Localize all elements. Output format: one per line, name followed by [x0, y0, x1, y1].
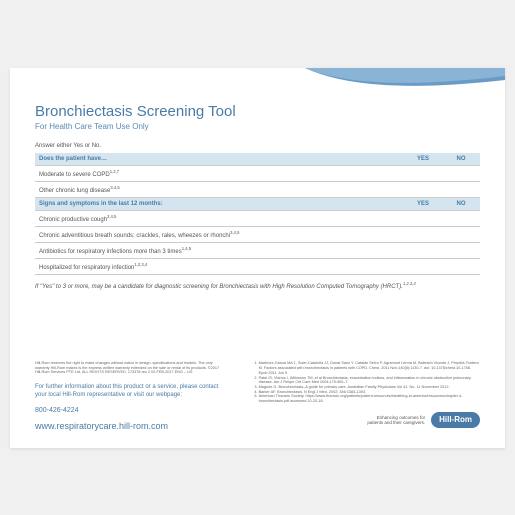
- phone-number: 800-426-4224: [35, 406, 222, 415]
- table-row: Hospitalized for respiratory infection1,…: [35, 258, 480, 274]
- yes-cell: [404, 258, 442, 274]
- yes-column-header: YES: [404, 197, 442, 210]
- page-subtitle: For Health Care Team Use Only: [35, 122, 480, 131]
- question-cell: Moderate to severe COPD1,2,7: [35, 165, 404, 181]
- no-cell: [442, 165, 480, 181]
- question-cell: Chronic productive cough3,4,5: [35, 210, 404, 226]
- yes-cell: [404, 165, 442, 181]
- no-cell: [442, 181, 480, 197]
- table-row: Other chronic lung disease3,4,5: [35, 181, 480, 197]
- no-cell: [442, 226, 480, 242]
- brand-row: Enhancing outcomes for patients and thei…: [249, 412, 480, 428]
- yes-cell: [404, 210, 442, 226]
- no-cell: [442, 242, 480, 258]
- brand-logo: Hill-Rom: [431, 412, 480, 428]
- footnote-sup: 1,2,3,4: [403, 281, 416, 286]
- legal-text: Hill-Rom reserves the right to make chan…: [35, 361, 222, 375]
- no-column-header: NO: [442, 153, 480, 166]
- question-cell: Hospitalized for respiratory infection1,…: [35, 258, 404, 274]
- website-url: www.respiratorycare.hill-rom.com: [35, 421, 222, 433]
- reference-item: Martínez-García MA 1, Soler-Cataluña JJ,…: [259, 361, 480, 375]
- yes-cell: [404, 226, 442, 242]
- footer: Hill-Rom reserves the right to make chan…: [35, 361, 480, 432]
- table-row: Chronic productive cough3,4,5: [35, 210, 480, 226]
- table-row: Antibiotics for respiratory infections m…: [35, 242, 480, 258]
- header-decoration: [305, 68, 505, 98]
- section-header-row: Does the patient have… YES NO: [35, 153, 480, 166]
- footer-right: Martínez-García MA 1, Soler-Cataluña JJ,…: [249, 361, 480, 432]
- references-list: Martínez-García MA 1, Soler-Cataluña JJ,…: [249, 361, 480, 404]
- footnote-text: If "Yes" to 3 or more, may be a candidat…: [35, 284, 403, 290]
- question-cell: Antibiotics for respiratory infections m…: [35, 242, 404, 258]
- table-row: Chronic adventitious breath sounds: crac…: [35, 226, 480, 242]
- no-cell: [442, 210, 480, 226]
- instruction-text: Answer either Yes or No.: [35, 143, 480, 149]
- reference-item: Patel IS, Vlahos I, Wilkinson TM, et al …: [259, 376, 480, 385]
- footnote: If "Yes" to 3 or more, may be a candidat…: [35, 281, 480, 290]
- section-header-label: Does the patient have…: [35, 153, 404, 166]
- page-title: Bronchiectasis Screening Tool: [35, 103, 480, 120]
- contact-text: For further information about this produ…: [35, 383, 222, 400]
- section-header-row: Signs and symptoms in the last 12 months…: [35, 197, 480, 210]
- reference-item: American Thoracic Society. https://www.t…: [259, 394, 480, 403]
- question-cell: Other chronic lung disease3,4,5: [35, 181, 404, 197]
- question-cell: Chronic adventitious breath sounds: crac…: [35, 226, 404, 242]
- yes-cell: [404, 181, 442, 197]
- yes-column-header: YES: [404, 153, 442, 166]
- yes-cell: [404, 242, 442, 258]
- main-content: Bronchiectasis Screening Tool For Health…: [10, 68, 505, 310]
- table-row: Moderate to severe COPD1,2,7: [35, 165, 480, 181]
- reference-item: Maguire G. Bronchiectasis–A guide for pr…: [259, 385, 480, 390]
- tagline: Enhancing outcomes for patients and thei…: [367, 415, 425, 426]
- no-cell: [442, 258, 480, 274]
- document-page: Bronchiectasis Screening Tool For Health…: [10, 68, 505, 448]
- footer-left: Hill-Rom reserves the right to make chan…: [35, 361, 222, 432]
- section-header-label: Signs and symptoms in the last 12 months…: [35, 197, 404, 210]
- no-column-header: NO: [442, 197, 480, 210]
- screening-table: Does the patient have… YES NO Moderate t…: [35, 153, 480, 275]
